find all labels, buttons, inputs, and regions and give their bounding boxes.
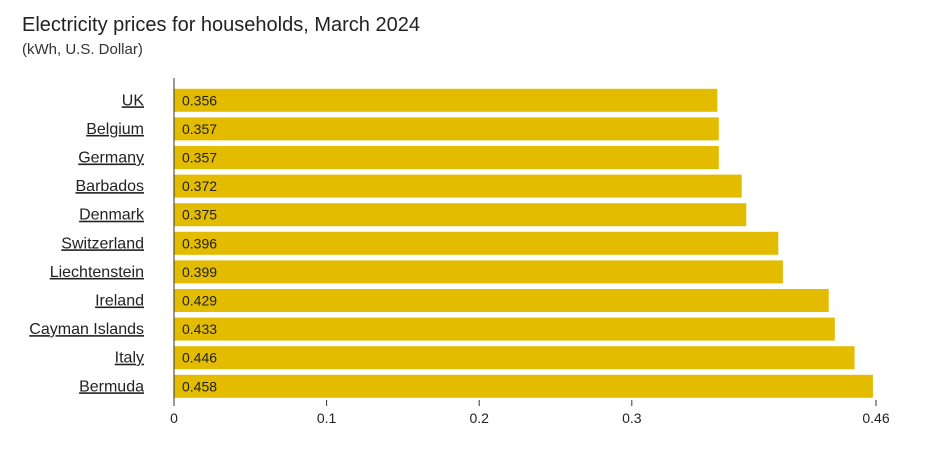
category-label[interactable]: Barbados [76, 178, 145, 195]
chart-title: Electricity prices for households, March… [22, 14, 420, 36]
category-label[interactable]: Switzerland [61, 235, 144, 252]
category-label[interactable]: Liechtenstein [50, 264, 144, 281]
category-label[interactable]: Ireland [95, 293, 144, 310]
data-label: 0.357 [182, 150, 217, 166]
x-tick-label: 0 [170, 410, 178, 426]
category-label[interactable]: Germany [78, 150, 144, 167]
bar [174, 317, 835, 341]
bar [174, 174, 742, 198]
category-label[interactable]: Bermuda [79, 378, 144, 395]
data-label: 0.375 [182, 207, 217, 223]
bar [174, 289, 829, 312]
x-tick-label: 0.46 [862, 410, 889, 426]
x-tick-label: 0.2 [469, 410, 489, 426]
data-label: 0.429 [182, 293, 217, 309]
bar [174, 88, 718, 112]
bar [174, 203, 747, 227]
data-label: 0.458 [182, 378, 217, 394]
data-label: 0.396 [182, 235, 217, 251]
x-tick-label: 0.3 [622, 410, 642, 426]
category-label[interactable]: Italy [115, 350, 144, 367]
data-label: 0.399 [182, 264, 217, 280]
category-label[interactable]: Belgium [86, 121, 144, 138]
data-label: 0.357 [182, 121, 217, 137]
chart-subtitle: (kWh, U.S. Dollar) [22, 41, 143, 58]
data-label: 0.372 [182, 178, 217, 194]
data-label: 0.446 [182, 350, 217, 366]
bar [174, 374, 873, 398]
bar [174, 260, 783, 284]
category-label[interactable]: UK [122, 92, 145, 109]
bar [174, 146, 719, 169]
x-tick-label: 0.1 [317, 410, 337, 426]
category-label[interactable]: Denmark [79, 207, 145, 224]
category-label[interactable]: Cayman Islands [29, 321, 144, 338]
bar [174, 231, 779, 255]
bar [174, 346, 855, 370]
data-label: 0.433 [182, 321, 217, 337]
data-label: 0.356 [182, 92, 217, 108]
bar [174, 117, 719, 141]
